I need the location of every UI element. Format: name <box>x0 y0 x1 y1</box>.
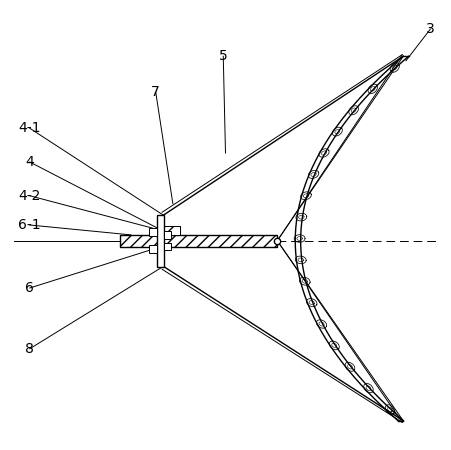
Bar <box>156 215 164 266</box>
Bar <box>120 235 277 247</box>
Bar <box>148 245 156 253</box>
Text: 4-2: 4-2 <box>18 189 41 203</box>
Text: 8: 8 <box>25 342 34 356</box>
Text: 4: 4 <box>25 155 34 169</box>
Text: 6: 6 <box>25 281 34 295</box>
Text: 3: 3 <box>426 22 435 36</box>
Text: 7: 7 <box>152 85 160 99</box>
Text: 4-1: 4-1 <box>18 121 41 135</box>
Bar <box>164 231 171 239</box>
Bar <box>162 226 179 235</box>
Bar <box>164 243 171 250</box>
Bar <box>148 228 156 236</box>
Bar <box>162 226 179 235</box>
Text: 5: 5 <box>219 49 228 63</box>
Text: 6-1: 6-1 <box>18 218 41 232</box>
Bar <box>120 235 277 247</box>
